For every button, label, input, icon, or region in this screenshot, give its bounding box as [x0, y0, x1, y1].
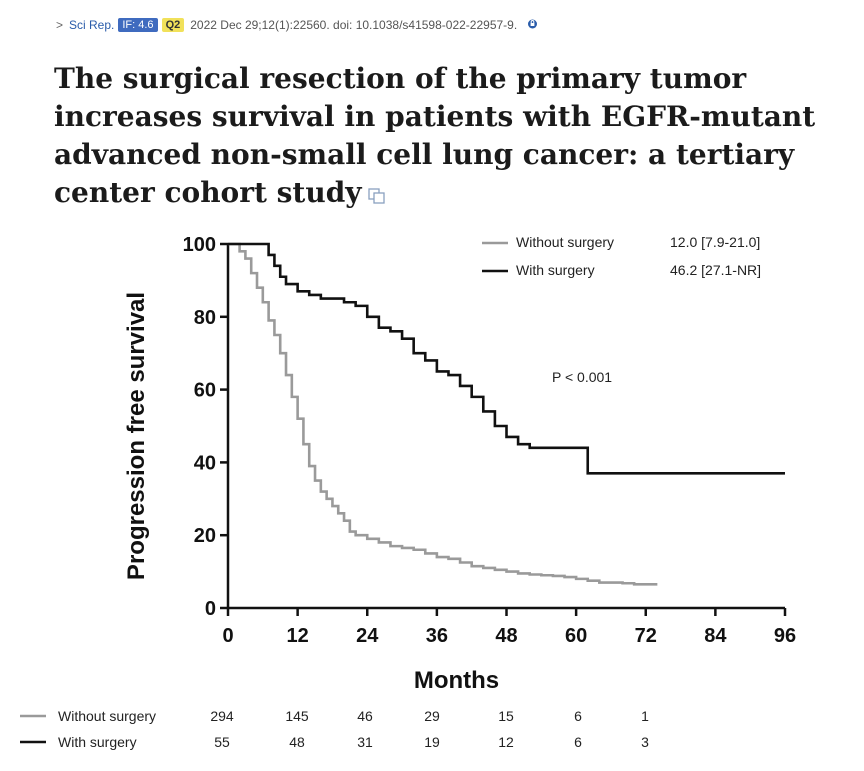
- citation-bar: > Sci Rep. IF: 4.6 Q2 2022 Dec 29;12(1):…: [56, 14, 538, 36]
- article-title: The surgical resection of the primary tu…: [54, 60, 834, 214]
- risk-count: 294: [210, 708, 234, 724]
- chevron-right-icon[interactable]: >: [56, 18, 64, 32]
- with-surgery-curve: [228, 242, 785, 475]
- x-tick-label: 0: [222, 625, 233, 647]
- article-title-text: The surgical resection of the primary tu…: [54, 62, 816, 209]
- risk-count: 55: [214, 734, 230, 750]
- risk-count: 15: [498, 708, 514, 724]
- x-tick-label: 84: [704, 625, 727, 647]
- x-tick-label: 60: [565, 625, 587, 647]
- copy-icon[interactable]: [367, 176, 386, 214]
- risk-count: 145: [285, 708, 309, 724]
- legend-label: Without surgery: [516, 234, 614, 250]
- risk-row-label: Without surgery: [58, 708, 156, 724]
- y-tick-label: 20: [194, 525, 216, 547]
- risk-count: 48: [289, 734, 305, 750]
- legend-stat: 46.2 [27.1-NR]: [670, 262, 761, 278]
- risk-count: 6: [574, 734, 582, 750]
- y-tick-label: 100: [183, 234, 216, 256]
- risk-count: 19: [424, 734, 440, 750]
- p-value-annotation: P < 0.001: [552, 369, 612, 385]
- open-access-icon: [527, 18, 538, 32]
- risk-count: 6: [574, 708, 582, 724]
- journal-link[interactable]: Sci Rep.: [69, 18, 115, 32]
- quartile-badge: Q2: [161, 18, 185, 32]
- y-tick-label: 80: [194, 307, 216, 329]
- legend-label: With surgery: [516, 262, 595, 278]
- without-surgery-curve: [228, 242, 658, 586]
- x-tick-label: 24: [356, 625, 379, 647]
- x-tick-label: 72: [635, 625, 657, 647]
- x-axis-title: Months: [414, 667, 499, 694]
- risk-row-label: With surgery: [58, 734, 137, 750]
- citation-details: 2022 Dec 29;12(1):22560. doi: 10.1038/s4…: [190, 18, 518, 32]
- risk-count: 29: [424, 708, 440, 724]
- y-tick-label: 60: [194, 380, 216, 402]
- impact-factor-badge: IF: 4.6: [118, 18, 158, 32]
- y-tick-label: 40: [194, 452, 216, 474]
- x-tick-label: 36: [426, 625, 448, 647]
- y-axis-title: Progression free survival: [123, 292, 150, 580]
- risk-count: 1: [641, 708, 649, 724]
- x-tick-label: 96: [774, 625, 796, 647]
- risk-count: 46: [357, 708, 373, 724]
- legend-stat: 12.0 [7.9-21.0]: [670, 234, 760, 250]
- x-tick-label: 48: [495, 625, 517, 647]
- risk-count: 12: [498, 734, 514, 750]
- x-tick-label: 12: [287, 625, 309, 647]
- risk-count: 31: [357, 734, 373, 750]
- risk-count: 3: [641, 734, 649, 750]
- y-tick-label: 0: [205, 598, 216, 620]
